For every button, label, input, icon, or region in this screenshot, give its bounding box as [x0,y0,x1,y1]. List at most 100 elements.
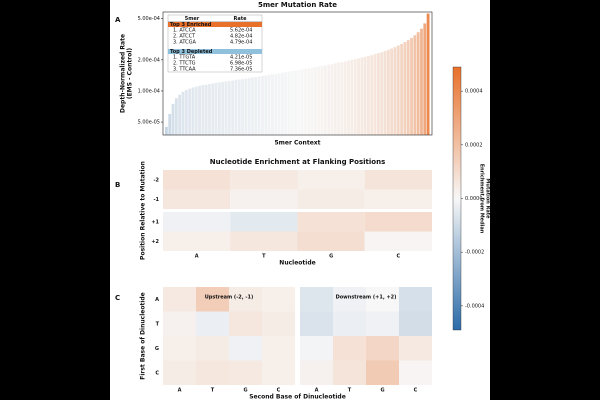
bar [287,71,291,135]
y-tick-label: C [155,370,159,376]
bar [171,103,175,135]
table-cell: 3. TTCAA [173,67,196,73]
plot-frame [162,11,433,136]
heatmap-cell [399,336,432,361]
bar [396,45,400,136]
bar [423,23,427,136]
bar [214,82,218,135]
bar [178,94,182,135]
bar [426,13,430,136]
heatmap-cell [399,287,432,312]
x-tick-label: C [414,388,418,394]
x-tick-label: C [277,388,281,394]
bar [174,98,178,135]
heatmap-cell [300,287,333,312]
heatmap-cell [366,336,399,361]
bar [231,80,235,135]
heatmap-cell [163,231,231,251]
chart-title: Nucleotide Enrichment at Flanking Positi… [210,158,386,166]
heatmap-cell [262,336,295,361]
y-tick-label: 2.00e-04 [138,57,160,63]
table-header: 5mer [185,16,200,22]
heatmap-cell [366,311,399,336]
heatmap-cell [163,360,196,385]
bar [307,68,311,135]
table-group-band [168,22,262,27]
panel-letter: C [115,294,120,302]
bar [254,77,258,135]
y-tick-label: G [155,346,159,352]
bar [271,74,274,135]
y-axis-label: Position Relative to Mutation [140,161,147,260]
bar [370,55,374,135]
table-cell: 2. TTCTG [173,61,196,67]
bar [367,55,370,135]
bar [386,49,390,135]
y-axis-label: (EMS - Control) [127,48,134,100]
bar [191,87,195,135]
x-tick-label: C [397,254,401,260]
bar [337,62,341,135]
bar [347,60,351,136]
heatmap-cell [333,336,366,361]
bar [227,80,231,135]
bar [300,69,304,135]
bar [353,59,357,135]
heatmap-cell [163,189,231,209]
colorbar-tick-label: -0.0004 [465,303,484,309]
bar [314,67,317,135]
bar [241,79,245,135]
bar [330,64,334,135]
y-axis-label: First Base of Dinucleotide [140,292,147,380]
x-tick-label: A [315,388,319,394]
bar [320,65,324,135]
heatmap-cell [262,360,295,385]
table-group-band [168,49,262,54]
heatmap-cell [163,170,231,190]
x-tick-label: G [243,388,247,394]
heatmap-cell [333,311,366,336]
colorbar-tick-label: 0.0002 [465,142,483,148]
bar [360,57,364,135]
bar [377,53,380,135]
bar [297,69,301,135]
bar [264,75,268,135]
y-tick-label: T [156,321,160,327]
heatmap-cell [364,212,432,232]
heatmap-cell [163,336,196,361]
bar [188,88,192,135]
x-tick-label: G [329,254,333,260]
heatmap-cell [300,360,333,385]
bar [333,63,337,135]
bar [327,64,331,135]
bar [221,82,225,135]
x-tick-label: T [348,388,352,394]
y-tick-label: +1 [151,219,159,225]
bar [194,86,198,135]
table-cell: 4.79e-04 [230,40,252,46]
block-annotation: Upstream (-2, -1) [205,295,254,301]
colorbar [452,66,462,331]
bar [237,79,241,135]
bar [393,47,397,135]
bar [261,75,264,135]
heatmap-cell [163,212,231,232]
y-tick-label: A [155,297,159,303]
bar [373,54,377,135]
x-tick-label: T [262,254,266,260]
bar [410,38,413,135]
bar [413,35,417,135]
x-tick-label: A [195,254,199,260]
heatmap-cell [366,287,399,312]
heatmap-cell [364,189,432,209]
heatmap-cell [262,287,295,312]
bar [324,65,327,135]
y-tick-label: 5.00e-05 [138,120,160,126]
bar [208,83,211,135]
bar [211,83,215,135]
heatmap-cell [196,336,229,361]
bar [400,43,404,136]
bar [181,91,185,135]
bar [380,52,384,136]
